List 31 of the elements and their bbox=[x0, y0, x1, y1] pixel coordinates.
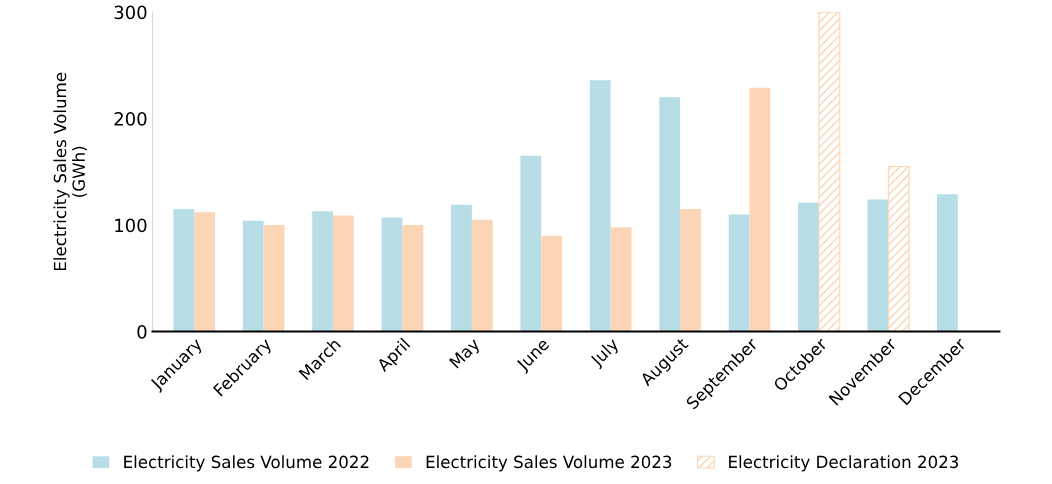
bar bbox=[610, 227, 632, 332]
bar bbox=[333, 215, 354, 332]
legend-label: Electricity Sales Volume 2022 bbox=[124, 455, 369, 472]
bar bbox=[312, 211, 334, 332]
y-tick-label: 0 bbox=[137, 325, 147, 339]
bar bbox=[194, 212, 216, 332]
bar bbox=[471, 219, 493, 332]
legend-label: Electricity Sales Volume 2023 bbox=[426, 455, 672, 472]
y-tick-label: 300 bbox=[114, 5, 147, 20]
bar bbox=[173, 209, 195, 332]
y-tick-label: 200 bbox=[114, 112, 147, 126]
bar bbox=[520, 155, 542, 332]
bar bbox=[728, 214, 750, 332]
bar bbox=[659, 97, 681, 332]
legend-label: Electricity Declaration 2023 bbox=[729, 455, 959, 472]
bar bbox=[867, 199, 889, 332]
bar bbox=[589, 80, 611, 332]
bar bbox=[749, 87, 771, 332]
bar bbox=[887, 165, 910, 332]
bar bbox=[936, 194, 958, 332]
bar bbox=[402, 225, 424, 332]
bar bbox=[541, 235, 563, 332]
bar bbox=[798, 202, 819, 332]
bar bbox=[680, 209, 701, 332]
bar bbox=[381, 217, 403, 332]
bar bbox=[818, 12, 841, 332]
bar bbox=[263, 225, 285, 332]
y-tick-label: 100 bbox=[115, 218, 147, 233]
y-axis-title: Electricity Sales Volume (GWh) bbox=[53, 72, 87, 271]
bar bbox=[242, 220, 264, 332]
bar bbox=[451, 204, 472, 332]
